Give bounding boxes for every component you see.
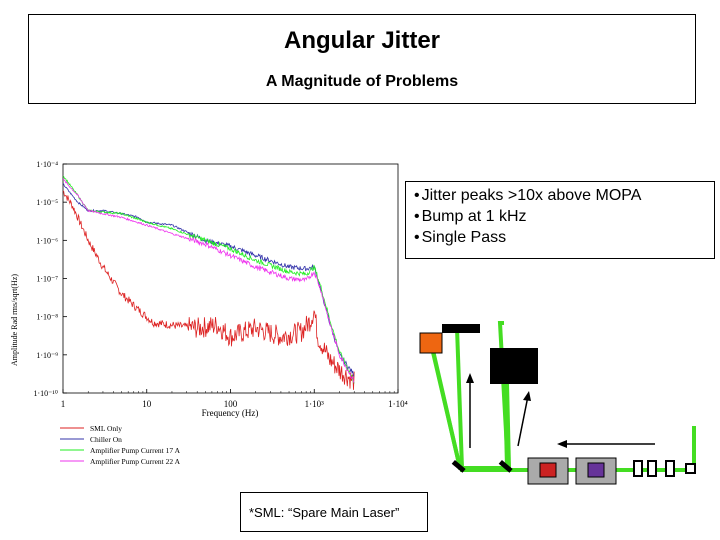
y-tick-label: 1·10⁻⁵	[36, 198, 58, 207]
amplifier-rod-purple	[587, 462, 605, 478]
bullet-item: Jitter peaks >10x above MOPA	[414, 185, 706, 206]
legend-label: Amplifier Pump Current 22 A	[90, 457, 181, 466]
beam-vertical-left	[455, 327, 464, 469]
arrow-left-head	[557, 440, 567, 448]
footnote: *SML: “Spare Main Laser”	[240, 492, 428, 532]
series-line	[62, 190, 355, 390]
title-box: Angular Jitter A Magnitude of Problems	[28, 14, 696, 104]
mirror-mid	[498, 459, 513, 473]
mirror-left	[451, 459, 466, 473]
laser-source	[419, 332, 443, 354]
beam-block-top	[442, 324, 480, 333]
arrow-up-left-head	[466, 373, 474, 383]
beam-block-right	[490, 348, 538, 384]
beam-output-left	[430, 345, 462, 469]
x-axis-label: Frequency (Hz)	[202, 408, 259, 418]
bullet-item: Bump at 1 kHz	[414, 206, 706, 227]
x-tick-label: 1	[61, 399, 66, 409]
y-tick-label: 1·10⁻⁴	[36, 160, 58, 169]
optic-1	[633, 460, 643, 477]
arrow-up-right	[517, 395, 529, 447]
x-tick-label: 10	[142, 399, 152, 409]
optic-3	[665, 460, 675, 477]
optic-4	[685, 463, 696, 474]
x-tick-label: 1·10³	[305, 399, 324, 409]
y-axis-label: Amplitude Rad rms/sqrt(Hz)	[10, 274, 19, 366]
y-tick-label: 1·10⁻⁷	[36, 275, 58, 284]
series-line	[62, 175, 355, 384]
beam-return-vertical	[503, 382, 511, 469]
legend-label: SML Only	[90, 424, 122, 433]
jitter-chart: 1 10 100 1·10³ 1·10⁴ 1·10⁻⁴ 1·10⁻⁵ 1·10⁻⁶ 1·10⁻⁷…	[10, 160, 408, 466]
amplifier-rod-red	[539, 462, 557, 478]
optic-2	[647, 460, 657, 477]
bullet-list: Jitter peaks >10x above MOPA Bump at 1 k…	[405, 181, 715, 259]
y-tick-label: 1·10⁻¹⁰	[34, 389, 59, 398]
plot-frame	[62, 163, 399, 394]
legend-label: Amplifier Pump Current 17 A	[90, 446, 181, 455]
x-tick-label: 100	[224, 399, 238, 409]
y-tick-label: 1·10⁻⁶	[36, 236, 58, 245]
amplifier-head-2	[575, 457, 617, 485]
beam-path-diagram	[419, 321, 696, 485]
x-tick-label: 1·10⁴	[388, 399, 408, 409]
y-tick-label: 1·10⁻⁸	[36, 313, 58, 322]
series-line	[62, 178, 355, 383]
slide-subtitle: A Magnitude of Problems	[265, 73, 459, 90]
slide-title: Angular Jitter	[283, 27, 441, 54]
bullet-item: Single Pass	[414, 227, 706, 248]
amplifier-head-1	[527, 457, 569, 485]
arrow-up-right-head	[523, 391, 531, 401]
y-tick-label: 1·10⁻⁹	[36, 351, 58, 360]
legend-label: Chiller On	[90, 435, 122, 444]
